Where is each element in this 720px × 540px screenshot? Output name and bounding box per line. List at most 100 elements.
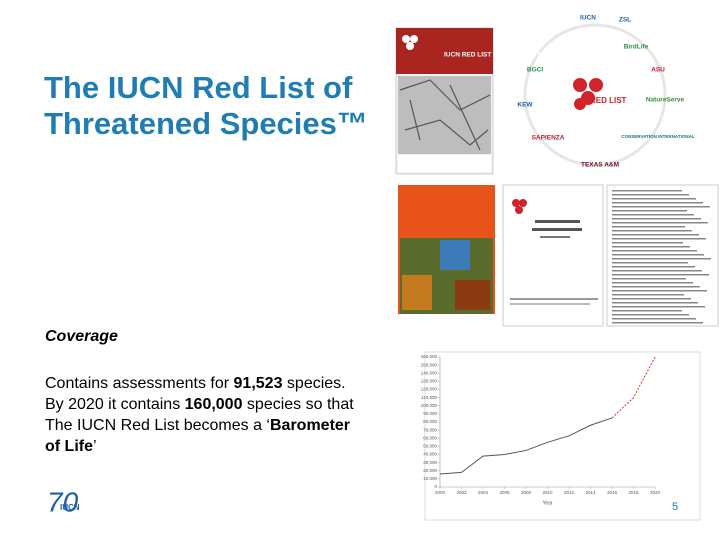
- text-line: [612, 262, 688, 264]
- cover-title: IUCN RED LIST CATEGORIES AND CRITERIA: [444, 52, 584, 59]
- text-line: [612, 202, 703, 204]
- text-line: [612, 290, 707, 292]
- y-tick-label: 50,000: [423, 444, 437, 449]
- text-run: of Life: [45, 438, 93, 455]
- y-tick-label: 140,000: [421, 370, 438, 375]
- text-line: [612, 282, 693, 284]
- text-line: [612, 198, 696, 200]
- y-tick-label: 80,000: [423, 419, 437, 424]
- chart-frame: [424, 351, 701, 521]
- logo-text: IUCN: [60, 503, 80, 512]
- partner-logo: NatureServe: [646, 97, 685, 104]
- y-tick-label: 150,000: [421, 362, 438, 367]
- y-tick-label: 70,000: [423, 427, 437, 432]
- text-line: [612, 218, 701, 220]
- text-run: ’: [93, 438, 97, 455]
- footer-logo: 70 IUCN: [47, 486, 80, 517]
- y-tick-label: 60,000: [423, 435, 437, 440]
- document-page: [606, 184, 719, 327]
- y-tick-label: 120,000: [421, 387, 438, 392]
- y-tick-label: 160,000: [421, 354, 438, 359]
- text-line: [612, 206, 710, 208]
- slide-title: The IUCN Red List of Threatened Species™: [44, 70, 368, 141]
- series-line: [439, 417, 613, 475]
- x-tick-label: 2014: [585, 490, 596, 495]
- text-line: By 2020 it contains 160,000 species so t…: [45, 394, 354, 415]
- x-tick-label: 2008: [521, 490, 532, 495]
- text-line: [612, 270, 702, 272]
- partner-logo: BirdLife: [624, 44, 649, 51]
- text-line: [612, 222, 708, 224]
- x-tick-label: 2006: [499, 490, 510, 495]
- text-line: [612, 190, 682, 192]
- x-axis-label: Year: [542, 500, 552, 506]
- text-line: [612, 254, 704, 256]
- red-list-logo: RED LIST: [590, 96, 627, 105]
- text-run: Contains assessments for: [45, 375, 234, 392]
- text-run: 160,000: [184, 396, 243, 413]
- text-line: [612, 238, 706, 240]
- partner-logos: [523, 23, 667, 167]
- text-line: [612, 246, 690, 248]
- x-tick-label: 2000: [435, 490, 446, 495]
- partner-logo: TEXAS A&M: [581, 162, 619, 169]
- coverage-heading: Coverage: [45, 328, 118, 345]
- text-line: [612, 258, 711, 260]
- text-run: By 2020 it contains: [45, 396, 185, 413]
- partner-logo: CONSERVATION INTERNATIONAL: [621, 134, 694, 139]
- y-tick-label: 10,000: [423, 476, 437, 481]
- text-line: [612, 298, 691, 300]
- y-tick-label: 110,000: [421, 395, 437, 400]
- text-line: of Life’: [45, 436, 354, 457]
- guidelines-cover: [502, 184, 604, 327]
- text-line: [612, 274, 709, 276]
- x-tick-label: 2004: [478, 490, 489, 495]
- partner-logo: ASU: [651, 67, 665, 74]
- logo-number: 70: [47, 486, 79, 517]
- partner-logo: IUCN: [580, 15, 596, 22]
- series-line: [611, 356, 656, 419]
- coverage-text: Contains assessments for 91,523 species.…: [45, 373, 354, 457]
- y-tick-label: 30,000: [423, 460, 437, 465]
- criteria-cover: [395, 27, 494, 175]
- x-tick-label: 2018: [628, 490, 639, 495]
- text-line: [612, 230, 692, 232]
- text-run: 91,523: [233, 375, 283, 392]
- text-run: species so that: [242, 396, 354, 413]
- y-tick-label: 40,000: [423, 452, 437, 457]
- page-number: 5: [672, 501, 678, 513]
- text-line: [612, 314, 689, 316]
- x-tick-label: 2012: [564, 490, 575, 495]
- partner-logo: BGCI: [527, 67, 543, 74]
- y-tick-label: 90,000: [423, 411, 437, 416]
- text-line: [612, 214, 694, 216]
- text-line: The IUCN Red List becomes a ‘Barometer: [45, 415, 354, 436]
- text-line: [612, 318, 696, 320]
- partner-logo: KEW: [517, 102, 533, 109]
- x-tick-label: 2002: [456, 490, 467, 495]
- text-line: [612, 294, 684, 296]
- text-line: [612, 210, 687, 212]
- text-line: [612, 310, 682, 312]
- text-line: [612, 266, 695, 268]
- x-tick-label: 2020: [650, 490, 661, 495]
- text-run: Barometer: [269, 417, 351, 434]
- text-line: [612, 322, 703, 324]
- text-run: species.: [282, 375, 346, 392]
- text-line: [612, 278, 686, 280]
- text-line: [612, 306, 705, 308]
- report-cover: [398, 185, 495, 326]
- text-line: [612, 286, 700, 288]
- partner-logo: ZSL: [619, 17, 631, 24]
- text-line: [612, 226, 685, 228]
- text-line: [612, 242, 683, 244]
- y-tick-label: 20,000: [423, 468, 437, 473]
- text-line: Contains assessments for 91,523 species.: [45, 373, 354, 394]
- text-line: [612, 250, 697, 252]
- y-tick-label: 100,000: [421, 403, 438, 408]
- text-line: [612, 234, 699, 236]
- text-line: [612, 194, 689, 196]
- text-line: [612, 302, 698, 304]
